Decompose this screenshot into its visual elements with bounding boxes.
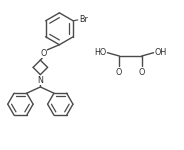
Text: N: N — [37, 76, 43, 85]
Text: O: O — [40, 49, 47, 58]
Text: HO: HO — [94, 48, 107, 57]
Text: O: O — [116, 69, 122, 78]
Text: O: O — [139, 69, 145, 78]
Text: Br: Br — [79, 15, 88, 24]
Text: OH: OH — [155, 48, 167, 57]
